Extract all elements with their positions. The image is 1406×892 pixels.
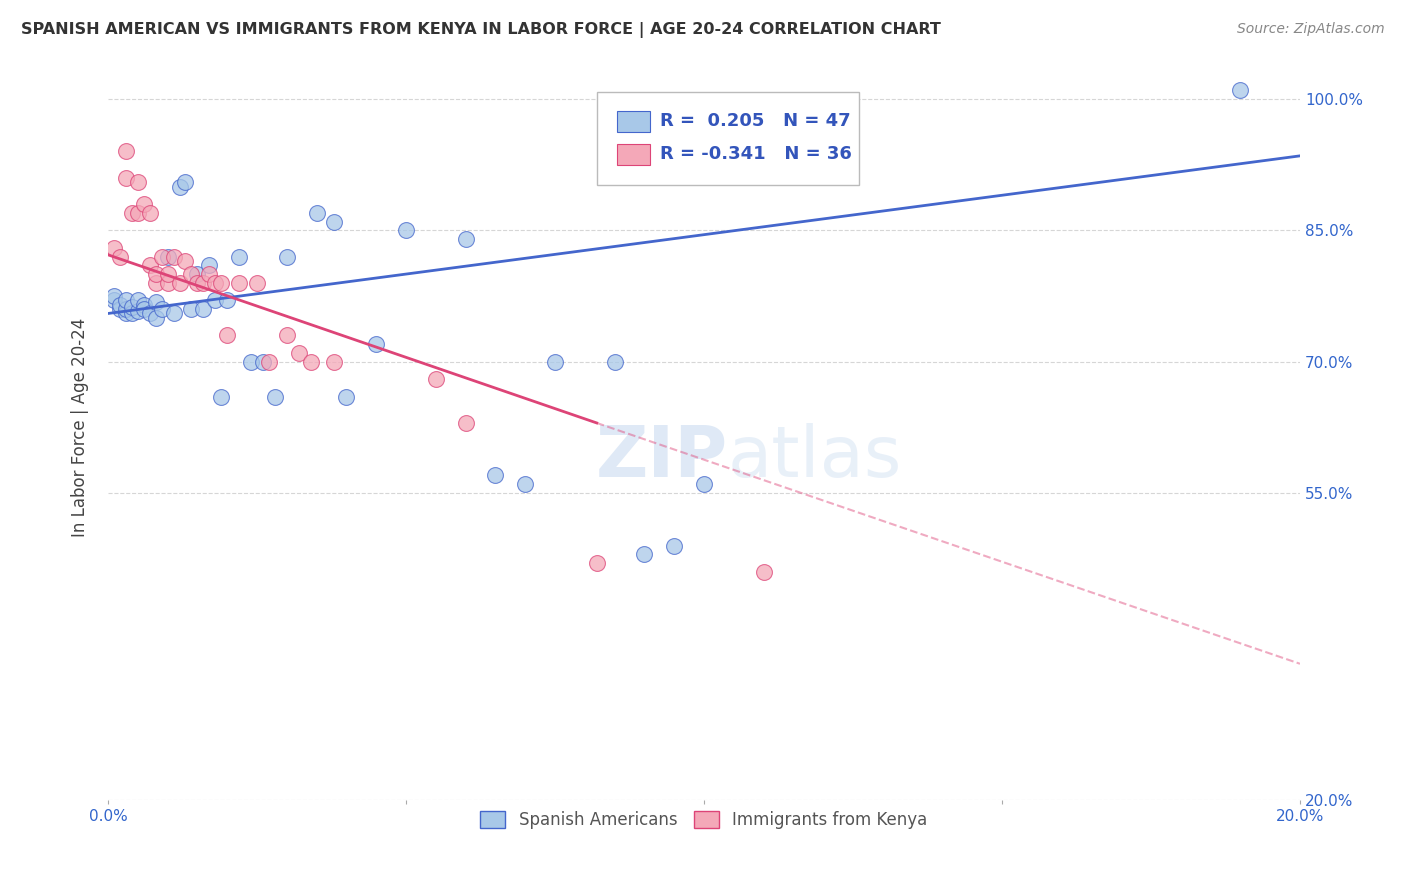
Point: [121, 301, 143, 315]
Point: [276, 250, 298, 264]
Point: [287, 346, 309, 360]
Point: [174, 254, 197, 268]
Point: [156, 276, 179, 290]
Bar: [617, 111, 651, 132]
Point: [169, 276, 191, 290]
Point: [544, 354, 567, 368]
Legend: Spanish Americans, Immigrants from Kenya: Spanish Americans, Immigrants from Kenya: [474, 805, 934, 836]
Point: [127, 206, 149, 220]
Point: [305, 206, 328, 220]
Point: [115, 302, 138, 317]
Point: [228, 276, 250, 290]
Point: [633, 547, 655, 561]
Point: [145, 310, 167, 325]
Point: [138, 258, 160, 272]
Point: [228, 250, 250, 264]
Point: [127, 303, 149, 318]
Text: Source: ZipAtlas.com: Source: ZipAtlas.com: [1237, 22, 1385, 37]
Point: [156, 250, 179, 264]
Point: [145, 276, 167, 290]
Point: [174, 175, 197, 189]
Point: [204, 293, 226, 308]
Point: [323, 214, 346, 228]
Point: [198, 258, 221, 272]
Point: [115, 306, 138, 320]
Point: [425, 372, 447, 386]
Point: [454, 232, 477, 246]
Point: [162, 250, 184, 264]
Point: [366, 337, 388, 351]
Point: [198, 267, 221, 281]
Y-axis label: In Labor Force | Age 20-24: In Labor Force | Age 20-24: [72, 318, 89, 537]
Point: [209, 390, 232, 404]
Text: atlas: atlas: [728, 423, 903, 491]
Point: [180, 302, 202, 317]
Point: [108, 302, 131, 317]
Point: [138, 206, 160, 220]
Point: [1229, 83, 1251, 97]
Point: [240, 354, 263, 368]
Point: [484, 468, 506, 483]
Point: [603, 354, 626, 368]
Point: [454, 416, 477, 430]
Point: [103, 289, 125, 303]
Text: R =  0.205   N = 47: R = 0.205 N = 47: [659, 112, 851, 129]
Point: [145, 295, 167, 310]
Point: [193, 276, 215, 290]
Point: [103, 241, 125, 255]
Text: ZIP: ZIP: [596, 423, 728, 491]
Point: [515, 477, 537, 491]
Point: [150, 302, 173, 317]
Point: [299, 354, 322, 368]
Point: [115, 170, 138, 185]
Point: [121, 306, 143, 320]
Point: [186, 276, 208, 290]
Point: [257, 354, 280, 368]
Point: [132, 298, 155, 312]
Point: [664, 539, 686, 553]
Point: [138, 306, 160, 320]
FancyBboxPatch shape: [596, 93, 859, 186]
Text: SPANISH AMERICAN VS IMMIGRANTS FROM KENYA IN LABOR FORCE | AGE 20-24 CORRELATION: SPANISH AMERICAN VS IMMIGRANTS FROM KENY…: [21, 22, 941, 38]
Point: [180, 267, 202, 281]
Point: [162, 306, 184, 320]
Point: [156, 267, 179, 281]
Point: [150, 250, 173, 264]
Point: [204, 276, 226, 290]
Point: [217, 293, 239, 308]
Point: [108, 250, 131, 264]
Point: [103, 293, 125, 308]
Point: [395, 223, 418, 237]
Text: R = -0.341   N = 36: R = -0.341 N = 36: [659, 145, 852, 163]
Point: [276, 328, 298, 343]
Point: [252, 354, 274, 368]
Point: [127, 293, 149, 308]
Point: [132, 197, 155, 211]
Point: [193, 302, 215, 317]
Point: [335, 390, 357, 404]
Point: [217, 328, 239, 343]
Point: [145, 267, 167, 281]
Point: [121, 206, 143, 220]
Point: [209, 276, 232, 290]
Point: [585, 556, 607, 570]
Point: [264, 390, 287, 404]
Point: [127, 175, 149, 189]
Bar: [617, 145, 651, 165]
Point: [323, 354, 346, 368]
Point: [132, 302, 155, 317]
Point: [115, 293, 138, 308]
Point: [169, 179, 191, 194]
Point: [108, 298, 131, 312]
Point: [186, 267, 208, 281]
Point: [752, 565, 775, 579]
Point: [246, 276, 269, 290]
Point: [693, 477, 716, 491]
Point: [115, 145, 138, 159]
